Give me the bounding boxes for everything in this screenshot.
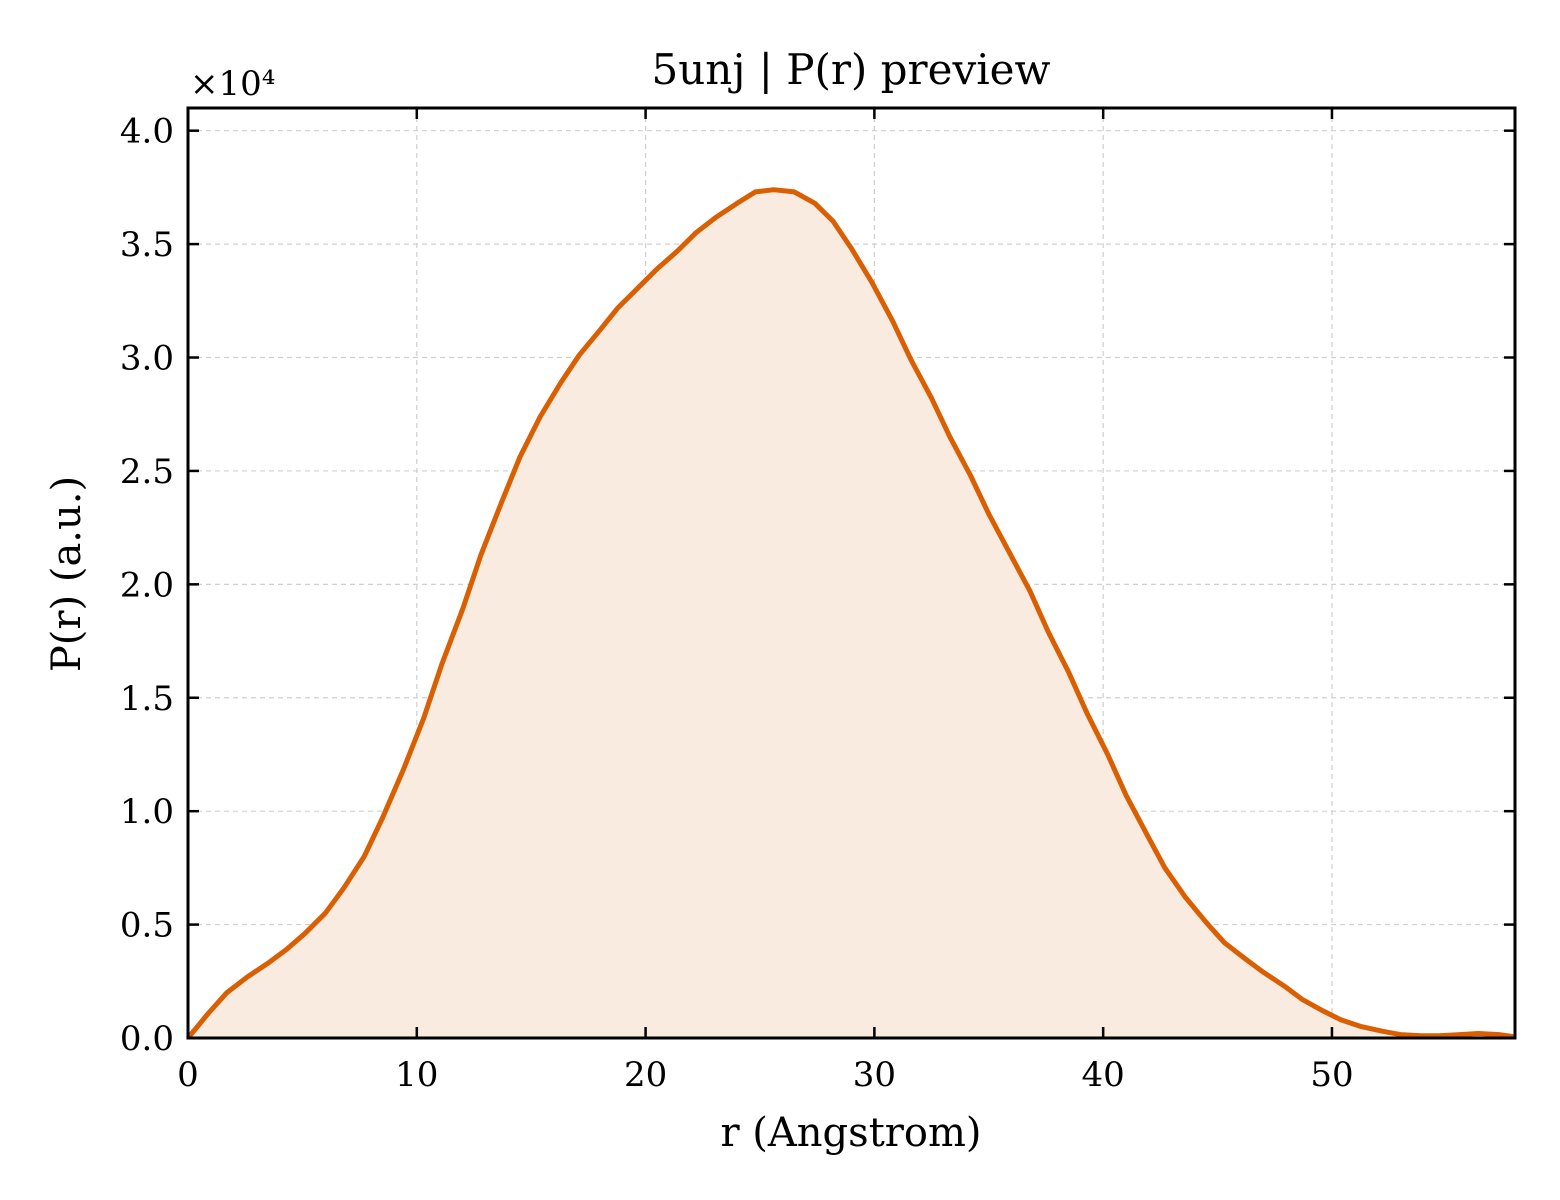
y-axis-label: P(r) (a.u.) <box>44 476 90 672</box>
y-tick-label: 0.0 <box>120 1019 174 1059</box>
y-tick-label: 3.0 <box>120 339 174 379</box>
plot-frame <box>186 106 1517 1040</box>
x-tick-label: 40 <box>1082 1055 1125 1095</box>
x-axis-ticks: 0 10 20 30 40 50 <box>177 108 1354 1095</box>
x-axis-label: r (Angstrom) <box>720 1110 981 1156</box>
pr-curve-line <box>186 187 1516 1040</box>
y-tick-label: 2.5 <box>120 452 174 492</box>
x-tick-label: 50 <box>1310 1055 1353 1095</box>
y-tick-label: 1.5 <box>120 679 174 719</box>
y-tick-label: 3.5 <box>120 225 174 265</box>
x-tick-label: 30 <box>853 1055 896 1095</box>
y-offset-label: ×10⁴ <box>190 64 275 104</box>
y-tick-label: 4.0 <box>120 112 174 152</box>
y-tick-label: 0.5 <box>120 906 174 946</box>
chart-title: 5unj | P(r) preview <box>652 45 1051 94</box>
x-tick-label: 10 <box>395 1055 438 1095</box>
y-tick-label: 1.0 <box>120 792 174 832</box>
x-tick-label: 0 <box>177 1055 199 1095</box>
pr-area-fill <box>188 189 1515 1038</box>
y-tick-label: 2.0 <box>120 565 174 605</box>
x-tick-label: 20 <box>624 1055 667 1095</box>
y-axis-ticks: 0.0 0.5 1.0 1.5 2.0 2.5 3.0 3.5 4.0 <box>120 112 1515 1059</box>
